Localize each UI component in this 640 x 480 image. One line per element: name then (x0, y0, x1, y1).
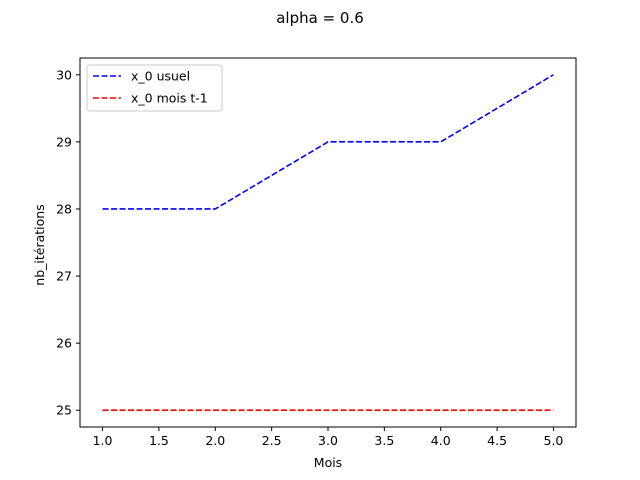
x-axis-ticks: 1.0 1.5 2.0 2.5 3.0 3.5 4.0 4.5 5.0 (93, 427, 564, 448)
plot-area-frame (79, 57, 577, 428)
x-tick-label: 3.5 (374, 433, 394, 448)
x-tick-label: 4.5 (487, 433, 507, 448)
y-tick-label: 28 (56, 201, 72, 216)
x-tick-label: 1.0 (93, 433, 113, 448)
series-line-0 (102, 74, 554, 210)
legend-label-x0-mois-t-1: x_0 mois t-1 (131, 91, 208, 106)
y-axis-label: nb_itérations (32, 204, 47, 285)
x-tick-label: 3.0 (318, 433, 338, 448)
series-layer (102, 74, 554, 412)
x-tick-label: 2.5 (262, 433, 282, 448)
x-tick-label: 5.0 (544, 433, 564, 448)
y-tick-label: 30 (56, 67, 72, 82)
y-tick-label: 27 (56, 269, 72, 284)
x-tick-label: 2.0 (205, 433, 225, 448)
legend: x_0 usuel x_0 mois t-1 (86, 64, 223, 112)
y-tick-label: 25 (56, 403, 72, 418)
y-tick-label: 26 (56, 336, 72, 351)
y-axis-ticks: 25 26 27 28 29 30 (56, 67, 80, 418)
legend-label-x0-usuel: x_0 usuel (131, 69, 190, 84)
y-tick-label: 29 (56, 134, 72, 149)
chart-title: alpha = 0.6 (276, 9, 364, 27)
x-axis-label: Mois (314, 455, 342, 470)
x-tick-label: 1.5 (149, 433, 169, 448)
x-tick-label: 4.0 (431, 433, 451, 448)
